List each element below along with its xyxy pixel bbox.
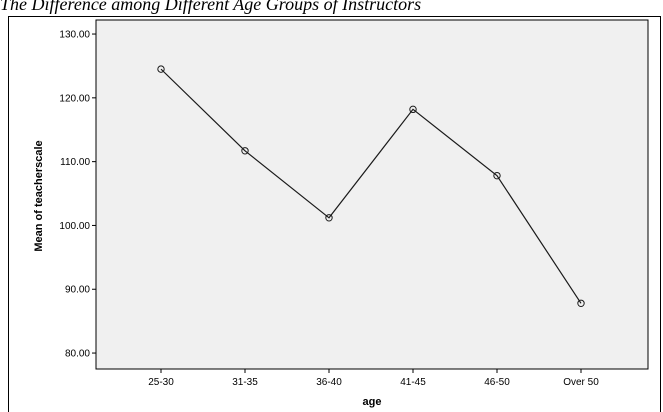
data-point (157, 65, 165, 73)
plot-area (95, 19, 649, 370)
x-axis: 25-30 31-35 36-40 41-45 46-50 Over 50 (148, 369, 599, 388)
x-tick-label: 41-45 (400, 377, 426, 388)
page-title: The Difference among Different Age Group… (0, 0, 422, 14)
x-tick-label: 25-30 (148, 377, 174, 388)
x-tick-label: 31-35 (232, 377, 258, 388)
x-tick-label: 46-50 (484, 377, 510, 388)
series-line (160, 68, 582, 304)
data-point (409, 105, 417, 114)
y-tick-label: 90.00 (65, 285, 90, 296)
x-tick-label: Over 50 (563, 377, 599, 388)
data-point (241, 147, 249, 155)
data-point (577, 299, 585, 307)
series-markers (157, 65, 585, 307)
y-axis: 80.00 90.00 100.00 110.00 120.00 130.00 (59, 30, 96, 360)
y-tick-label: 110.00 (60, 157, 90, 168)
x-axis-title: age (363, 396, 382, 408)
x-tick-label: 36-40 (316, 377, 342, 388)
y-tick-label: 120.00 (59, 93, 90, 104)
y-axis-title: Mean of teacherscale (33, 140, 45, 251)
y-tick-label: 130.00 (59, 30, 90, 41)
data-point (493, 171, 501, 180)
y-tick-label: 100.00 (59, 221, 90, 232)
y-tick-label: 80.00 (65, 349, 90, 360)
data-point (325, 214, 333, 222)
